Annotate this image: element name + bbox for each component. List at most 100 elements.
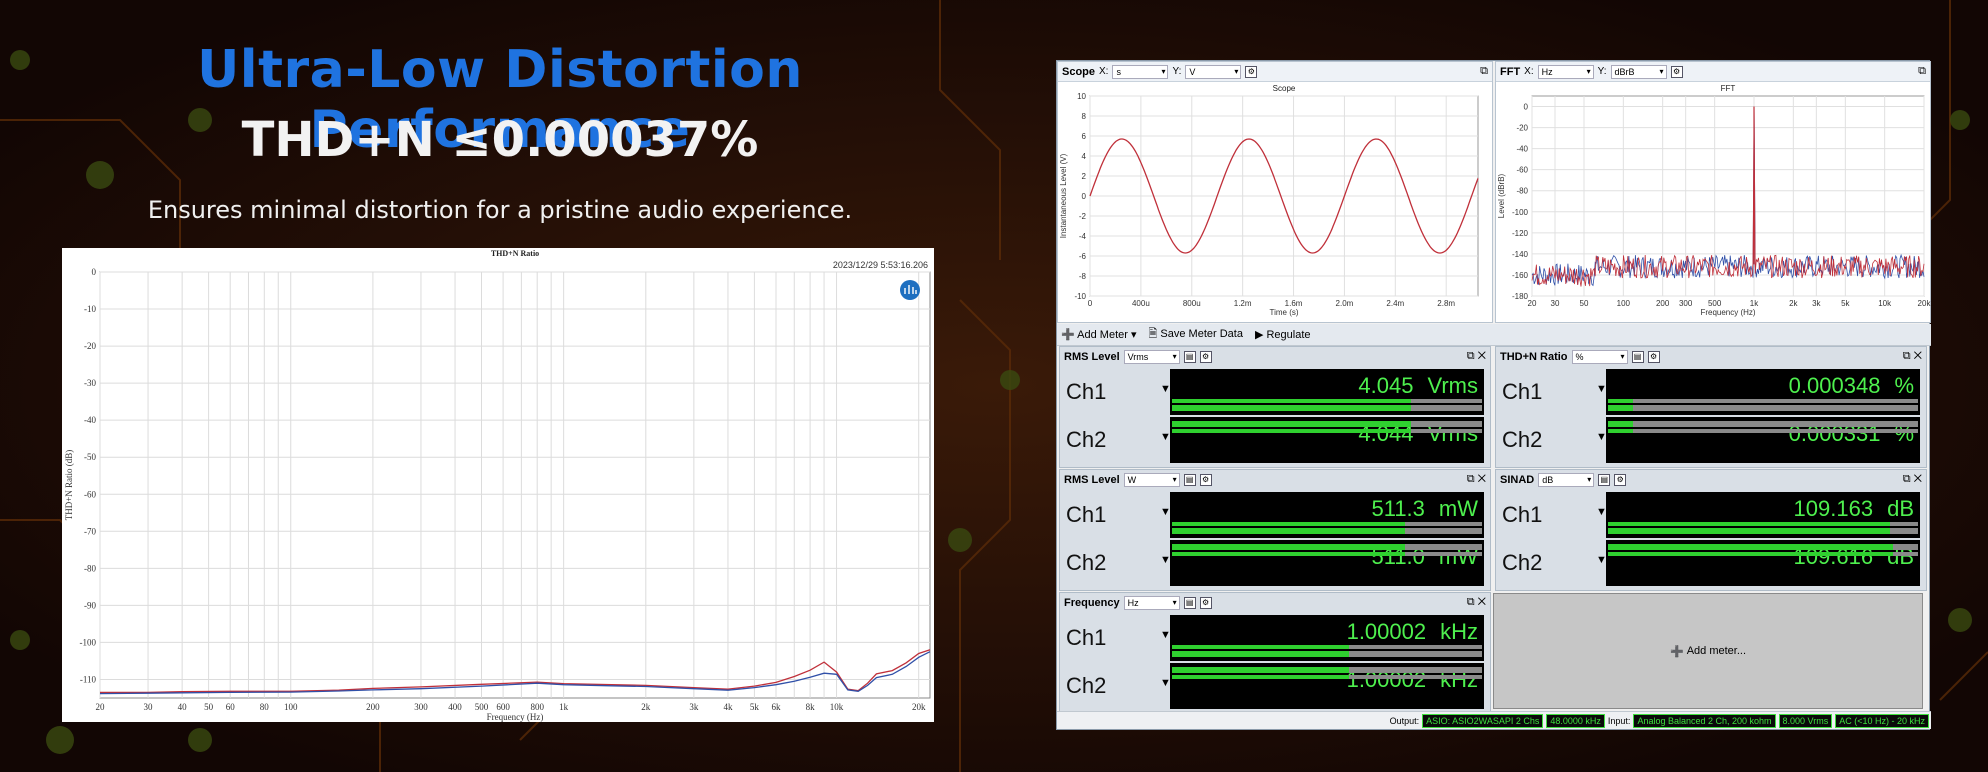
fft-chart-title: FFT	[1721, 84, 1736, 93]
x-tick-label: 300	[1679, 299, 1693, 308]
y-axis-label: THD+N Ratio (dB)	[64, 450, 74, 521]
meter-unit-select[interactable]: dB	[1538, 473, 1595, 487]
meter-value: 1.00002	[1346, 619, 1427, 644]
chevron-down-icon[interactable]: ▼	[1160, 677, 1171, 689]
level-bar	[1172, 405, 1482, 411]
close-icon[interactable]: ⧉ ✕	[1902, 350, 1922, 362]
save-meter-data-button[interactable]: 🗎 Save Meter Data	[1148, 325, 1242, 344]
format-icon[interactable]: ▤	[1598, 474, 1611, 486]
meter-unit-select[interactable]: W	[1123, 473, 1180, 487]
level-bar-fill	[1608, 405, 1633, 411]
scope-panel: Scope X: s Y: V ⚙ ⧉ 1086420-2-4-6-8-1004…	[1057, 61, 1493, 323]
x-tick-label: 400u	[1132, 299, 1150, 308]
fft-x-unit-select[interactable]: Hz	[1537, 64, 1594, 79]
settings-icon[interactable]: ⚙	[1245, 65, 1258, 78]
popout-icon[interactable]: ⧉	[1918, 65, 1926, 77]
chevron-down-icon[interactable]: ▼	[1596, 431, 1607, 443]
meter-unit-select[interactable]: Hz	[1123, 596, 1180, 610]
fft-series-2	[1531, 106, 1925, 287]
x-tick-label: 8k	[806, 702, 816, 712]
fft-title: FFT	[1500, 65, 1521, 78]
plot-area	[99, 271, 931, 699]
meter-readout: 109.163 dB	[1794, 496, 1914, 522]
chevron-down-icon[interactable]: ▼	[1160, 383, 1171, 395]
x-tick-label: 5k	[1841, 299, 1850, 308]
meter-display: 4.045 Vrms	[1170, 369, 1484, 415]
meter-display: 0.000348%	[1606, 369, 1920, 415]
meter-unit: %	[1894, 421, 1914, 446]
meter-unit-select[interactable]: Vrms	[1123, 350, 1180, 364]
chevron-down-icon[interactable]: ▼	[1596, 383, 1607, 395]
settings-icon[interactable]: ⚙	[1199, 474, 1212, 486]
meter-header: THD+N Ratio % ▤ ⚙ ⧉ ✕	[1496, 347, 1926, 367]
level-bar	[1172, 552, 1482, 556]
popout-icon[interactable]: ⧉	[1480, 65, 1488, 77]
chevron-down-icon[interactable]: ▼	[1596, 506, 1607, 518]
input-filter[interactable]: AC (<10 Hz) - 20 kHz	[1835, 713, 1929, 728]
fft-y-unit-select[interactable]: dBrB	[1610, 64, 1667, 79]
format-icon[interactable]: ▤	[1183, 597, 1196, 609]
save-icon: 🗎	[1148, 328, 1158, 340]
regulate-button[interactable]: ▶ Regulate	[1255, 328, 1311, 341]
chevron-down-icon[interactable]: ▼	[1160, 506, 1171, 518]
format-icon[interactable]: ▤	[1183, 474, 1196, 486]
close-icon[interactable]: ⧉ ✕	[1466, 596, 1486, 608]
x-tick-label: 4k	[723, 702, 733, 712]
meter-display: 4.044 Vrms	[1170, 417, 1484, 463]
settings-icon[interactable]: ⚙	[1670, 65, 1683, 78]
close-icon[interactable]: ⧉ ✕	[1466, 350, 1486, 362]
ap-logo-glyph	[904, 285, 917, 294]
settings-icon[interactable]: ⚙	[1199, 597, 1212, 609]
meter-unit: %	[1894, 373, 1914, 398]
meter-readout: 511.3 mW	[1371, 496, 1478, 522]
settings-icon[interactable]: ⚙	[1647, 351, 1660, 363]
chevron-down-icon[interactable]: ▼	[1160, 431, 1171, 443]
meter-display: 511.0 mW	[1170, 540, 1484, 586]
chevron-down-icon[interactable]: ▼	[1160, 554, 1171, 566]
meter-rms-w: RMS Level W ▤ ⚙ ⧉ ✕ Ch1 ▼ 511.3 mW Ch2 ▼	[1059, 469, 1491, 591]
meter-display: 0.000331%	[1606, 417, 1920, 463]
input-config[interactable]: Analog Balanced 2 Ch, 200 kohm	[1633, 713, 1776, 728]
meter-channel-row: Ch1 ▼ 109.163 dB	[1496, 492, 1926, 538]
output-device[interactable]: ASIO: ASIO2WASAPI 2 Chs	[1422, 713, 1544, 728]
x-tick-label: 400	[448, 702, 462, 712]
level-bar	[1172, 645, 1482, 649]
scope-x-unit-select[interactable]: s	[1112, 64, 1169, 79]
format-icon[interactable]: ▤	[1183, 351, 1196, 363]
meter-unit: mW	[1438, 496, 1478, 521]
meter-unit-select[interactable]: %	[1571, 350, 1628, 364]
chevron-down-icon[interactable]: ▼	[1160, 629, 1171, 641]
x-tick-label: 500	[475, 702, 489, 712]
level-bar-fill	[1608, 421, 1633, 427]
x-tick-label: 0	[1088, 299, 1093, 308]
x-tick-label: 300	[414, 702, 428, 712]
x-tick-label: 100	[284, 702, 298, 712]
format-icon[interactable]: ▤	[1631, 351, 1644, 363]
level-bar	[1608, 405, 1918, 411]
level-bar	[1172, 528, 1482, 534]
y-tick-label: -10	[1074, 292, 1086, 301]
settings-icon[interactable]: ⚙	[1199, 351, 1212, 363]
x-axis-label: Time (s)	[1269, 308, 1298, 317]
sample-rate[interactable]: 48.0000 kHz	[1546, 713, 1605, 728]
input-range[interactable]: 8.000 Vrms	[1778, 713, 1833, 728]
y-tick-label: -50	[84, 452, 96, 462]
ap-logo-icon	[900, 280, 920, 300]
add-meter-placeholder[interactable]: ➕ Add meter...	[1493, 593, 1923, 709]
x-tick-label: 100	[1617, 299, 1631, 308]
settings-icon[interactable]: ⚙	[1614, 474, 1627, 486]
scope-x-label: X:	[1099, 66, 1109, 77]
meter-channel-row: Ch1 ▼ 0.000348%	[1496, 369, 1926, 415]
x-tick-label: 3k	[689, 702, 699, 712]
chevron-down-icon[interactable]: ▼	[1596, 554, 1607, 566]
level-bar-fill	[1172, 429, 1411, 433]
close-icon[interactable]: ⧉ ✕	[1902, 473, 1922, 485]
level-bar	[1172, 399, 1482, 403]
add-meter-button[interactable]: ➕ Add Meter ▾	[1061, 329, 1137, 341]
scope-y-unit-select[interactable]: V	[1185, 64, 1242, 79]
close-icon[interactable]: ⧉ ✕	[1466, 473, 1486, 485]
channel-label: Ch1	[1502, 502, 1543, 527]
play-icon: ▶	[1254, 329, 1264, 341]
